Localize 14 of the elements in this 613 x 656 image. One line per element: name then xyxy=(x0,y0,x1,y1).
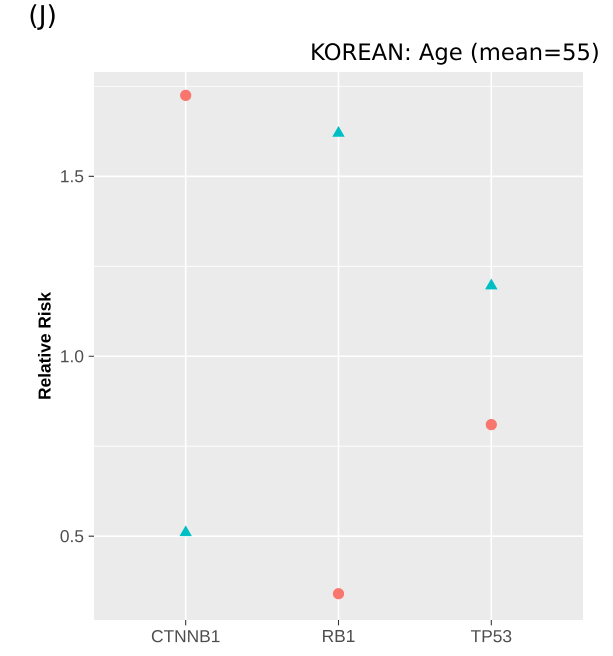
y-tick-label: 0.5 xyxy=(60,530,84,542)
point xyxy=(485,278,498,290)
y-tick-label: 1.0 xyxy=(61,350,84,362)
y-axis-title: Relative Risk xyxy=(38,292,51,399)
x-tick-label: RB1 xyxy=(323,630,355,642)
point xyxy=(332,126,345,137)
y-tick-label: 1.5 xyxy=(61,170,84,182)
point xyxy=(180,526,192,536)
chart-title: KOREAN: Age (mean=55) xyxy=(312,42,598,65)
point xyxy=(486,419,497,430)
text: (J) xyxy=(30,4,55,30)
point xyxy=(332,588,344,600)
x-tick-label: TP53 xyxy=(470,630,512,642)
x-tick-label: CTNNB1 xyxy=(152,630,220,642)
